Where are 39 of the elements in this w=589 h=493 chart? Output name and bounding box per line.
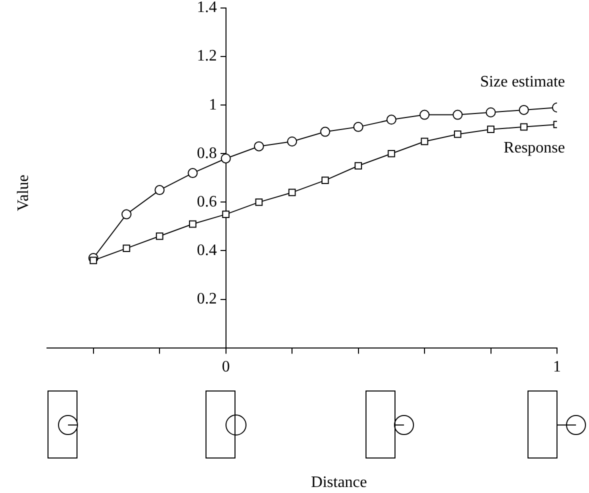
y-tick-label: 1.2 — [196, 48, 217, 65]
point — [188, 168, 198, 178]
point — [487, 126, 494, 134]
point — [222, 210, 230, 218]
point — [156, 232, 164, 240]
y-tick-label: 0.4 — [196, 242, 217, 259]
point — [386, 114, 396, 125]
y-tick-label: 1.4 — [196, 0, 217, 16]
point — [518, 104, 529, 115]
point — [288, 188, 296, 196]
point — [486, 107, 496, 118]
point — [320, 126, 330, 137]
point — [452, 110, 463, 120]
text: Distance — [311, 474, 367, 492]
point — [420, 110, 430, 120]
point — [322, 176, 329, 184]
point — [254, 141, 264, 152]
point — [388, 150, 396, 158]
point — [255, 198, 263, 206]
point — [189, 220, 196, 228]
series-label: Response — [504, 140, 565, 157]
point — [353, 122, 364, 132]
y-axis-title: Value — [15, 174, 32, 212]
y-tick-label: 1 — [208, 96, 217, 114]
point — [121, 209, 132, 220]
y-tick-label: 0.6 — [196, 193, 217, 210]
point — [122, 244, 130, 252]
y-tick-label: 0.2 — [196, 290, 217, 308]
point — [520, 123, 528, 131]
point — [90, 256, 98, 264]
point — [420, 138, 428, 146]
point — [454, 130, 462, 138]
y-tick-label: 0.8 — [196, 144, 217, 162]
point — [154, 185, 165, 196]
point — [287, 136, 298, 146]
point — [354, 162, 362, 170]
point — [220, 153, 231, 164]
series-label: Size estimate — [480, 74, 565, 91]
x-tick-label: 0 — [222, 358, 230, 376]
